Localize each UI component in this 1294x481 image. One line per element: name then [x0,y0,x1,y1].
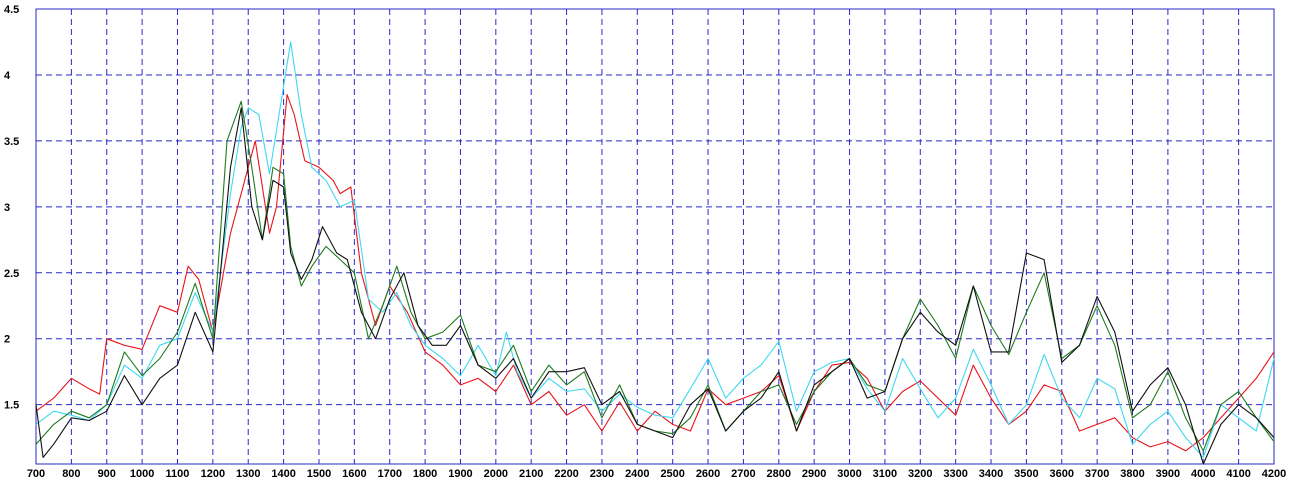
x-tick-label: 2700 [731,468,755,480]
x-tick-label: 2500 [660,468,684,480]
x-tick-label: 3200 [908,468,932,480]
x-tick-label: 2200 [554,468,578,480]
y-tick-label: 1.5 [4,400,19,412]
y-tick-label: 4 [4,70,11,82]
x-tick-label: 3500 [1014,468,1038,480]
x-tick-label: 900 [98,468,116,480]
plot-frame [35,8,1275,465]
x-tick-label: 2300 [590,468,614,480]
x-tick-label: 3000 [837,468,861,480]
y-axis-ticks: 1.5 2 2.5 3 3.5 4 4.5 [4,4,19,412]
y-tick-label: 2 [4,334,10,346]
x-tick-label: 700 [27,468,45,480]
x-tick-label: 2900 [802,468,826,480]
x-tick-label: 2100 [519,468,543,480]
x-tick-label: 3300 [943,468,967,480]
x-tick-label: 1800 [413,468,437,480]
x-tick-label: 800 [62,468,80,480]
x-tick-label: 4200 [1262,468,1286,480]
x-tick-label: 1400 [271,468,295,480]
y-tick-label: 3.5 [4,136,19,148]
x-tick-label: 1900 [448,468,472,480]
x-tick-label: 3900 [1156,468,1180,480]
x-tick-label: 1100 [166,468,190,480]
x-tick-label: 3600 [1050,468,1074,480]
x-tick-label: 3100 [873,468,897,480]
x-tick-label: 4100 [1226,468,1250,480]
x-tick-label: 1700 [377,468,401,480]
x-tick-label: 1500 [307,468,331,480]
grid-lines [36,9,1274,464]
x-tick-label: 2800 [767,468,791,480]
x-tick-label: 3700 [1085,468,1109,480]
y-tick-label: 4.5 [4,4,19,16]
x-axis-ticks: 700 800 900 1000 1100 1200 1300 1400 1500 1600 170… [27,468,1286,480]
x-tick-label: 1000 [130,468,154,480]
x-tick-label: 3800 [1120,468,1144,480]
x-tick-label: 4000 [1191,468,1215,480]
x-tick-label: 1200 [201,468,225,480]
y-tick-label: 3 [4,202,10,214]
x-tick-label: 2400 [625,468,649,480]
series-line-0 [35,94,1275,452]
x-tick-label: 1600 [342,468,366,480]
x-tick-label: 2000 [484,468,508,480]
x-tick-label: 1300 [236,468,260,480]
x-tick-label: 2600 [696,468,720,480]
series-line-2 [35,100,1275,452]
series-line-3 [35,107,1275,465]
y-tick-label: 2.5 [4,268,19,280]
x-tick-label: 3400 [979,468,1003,480]
series-group [35,41,1275,465]
series-line-1 [35,41,1275,458]
